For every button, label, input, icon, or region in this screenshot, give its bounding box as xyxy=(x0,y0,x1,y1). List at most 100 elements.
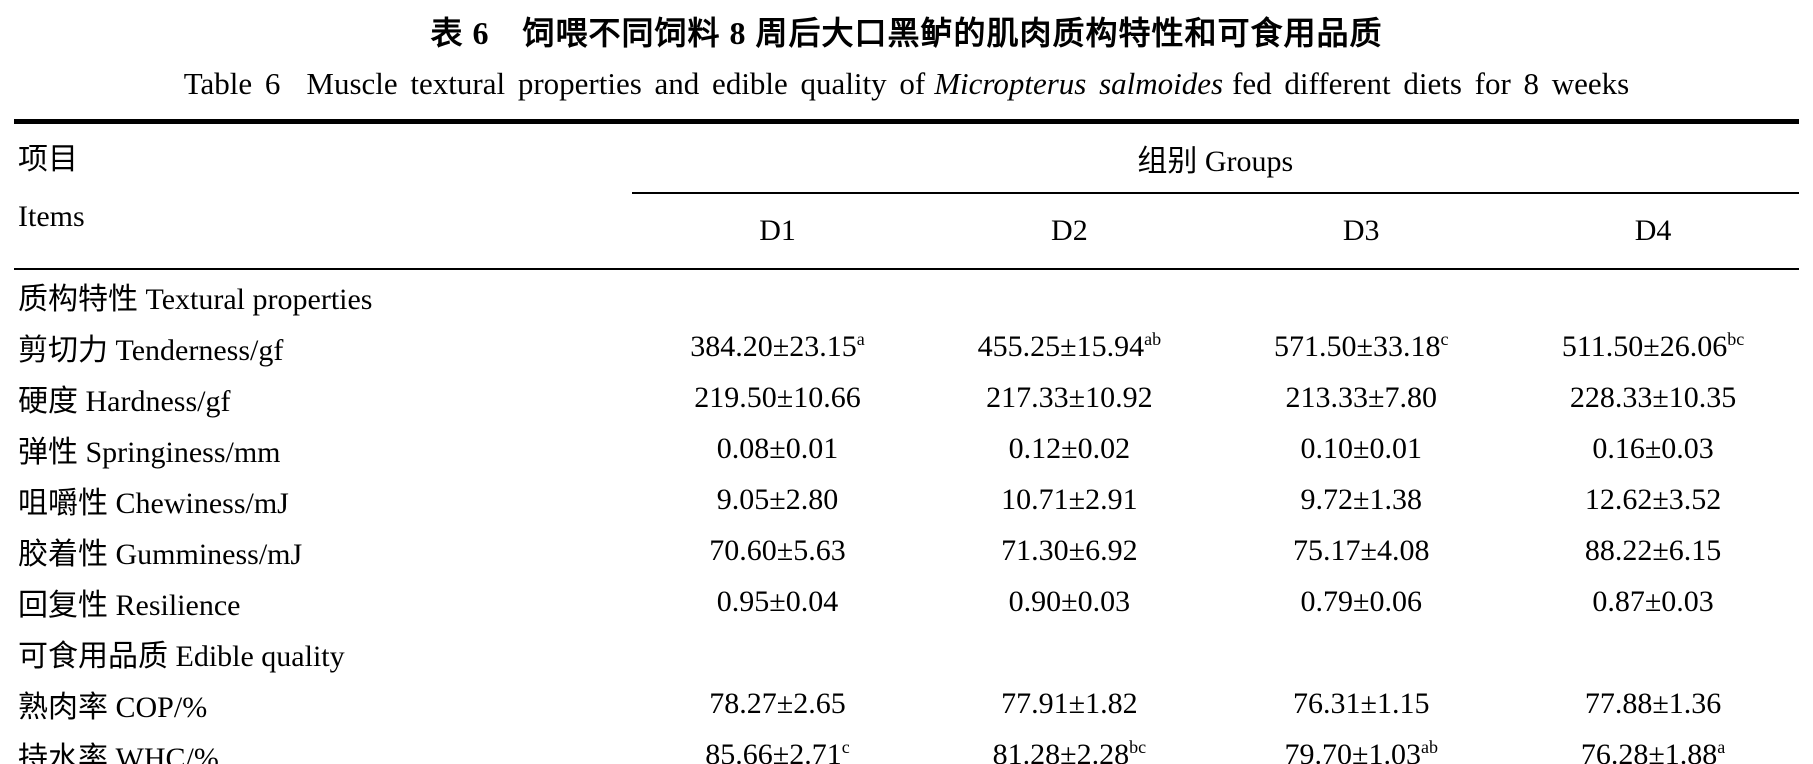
value-text: 219.50±10.66 xyxy=(694,380,861,414)
table-row: 剪切力 Tenderness/gf 384.20±23.15a 455.25±1… xyxy=(14,321,1799,372)
value-text: 0.10±0.01 xyxy=(1300,431,1422,465)
value-text: 78.27±2.65 xyxy=(709,686,846,720)
table-caption-zh: 表 6 饲喂不同饲料 8 周后大口黑鲈的肌肉质构特性和可食用品质 xyxy=(430,15,1383,51)
value-text: 76.28±1.88 xyxy=(1580,737,1718,764)
value-cell: 76.31±1.15 xyxy=(1215,678,1507,729)
row-label: 硬度 Hardness/gf xyxy=(18,384,231,418)
table-row: 硬度 Hardness/gf 219.50±10.66 217.33±10.92… xyxy=(14,372,1799,423)
significance-superscript: c xyxy=(841,736,850,757)
section-label: 质构特性 Textural properties xyxy=(18,282,373,316)
row-label: 剪切力 Tenderness/gf xyxy=(18,333,284,367)
value-cell: 75.17±4.08 xyxy=(1215,525,1507,576)
row-label: 胶着性 Gumminess/mJ xyxy=(18,537,303,571)
value-text: 0.16±0.03 xyxy=(1592,431,1714,465)
value-cell: 85.66±2.71c xyxy=(632,729,924,764)
section-label: 可食用品质 Edible quality xyxy=(18,639,345,673)
value-text: 217.33±10.92 xyxy=(986,380,1153,414)
significance-superscript: ab xyxy=(1144,328,1162,349)
value-text: 9.05±2.80 xyxy=(716,482,839,516)
items-label-en: Items xyxy=(18,200,85,233)
section-row: 质构特性 Textural properties xyxy=(14,269,1799,321)
value-cell: 78.27±2.65 xyxy=(632,678,924,729)
header-row-diets: D1 D2 D3 D4 xyxy=(14,192,1799,271)
value-text: 384.20±23.15 xyxy=(690,329,857,363)
value-cell: 79.70±1.03ab xyxy=(1215,729,1507,764)
value-cell: 12.62±3.52 xyxy=(1507,474,1799,525)
col-header-d3: D3 xyxy=(1215,192,1508,271)
value-cell: 9.05±2.80 xyxy=(632,474,924,525)
value-text: 70.60±5.63 xyxy=(709,533,846,567)
table-row: 持水率 WHC/% 85.66±2.71c 81.28±2.28bc 79.70… xyxy=(14,729,1799,764)
col-header-d2: D2 xyxy=(923,192,1216,271)
data-table: 项目 Items 组别 Groups D1 D2 D3 D4 质构特性 Text… xyxy=(14,119,1799,764)
value-cell: 9.72±1.38 xyxy=(1215,474,1507,525)
value-cell: 76.28±1.88a xyxy=(1507,729,1799,764)
value-cell: 219.50±10.66 xyxy=(632,372,924,423)
value-text: 88.22±6.15 xyxy=(1584,533,1722,567)
value-cell: 81.28±2.28bc xyxy=(923,729,1215,764)
row-label: 持水率 WHC/% xyxy=(18,741,219,764)
value-text: 9.72±1.38 xyxy=(1300,482,1422,516)
value-text: 228.33±10.35 xyxy=(1569,380,1737,414)
value-text: 0.90±0.03 xyxy=(1008,584,1131,618)
value-text: 0.95±0.04 xyxy=(716,584,839,618)
value-text: 77.91±1.82 xyxy=(1001,686,1138,720)
table-row: 弹性 Springiness/mm 0.08±0.01 0.12±0.02 0.… xyxy=(14,423,1799,474)
species-name: Micropterus salmoides xyxy=(934,66,1224,101)
header-row-groups: 项目 Items 组别 Groups xyxy=(14,121,1799,270)
caption-en-suffix: fed different diets for 8 weeks xyxy=(1232,66,1630,101)
value-text: 12.62±3.52 xyxy=(1584,482,1722,516)
value-text: 75.17±4.08 xyxy=(1292,533,1430,567)
significance-superscript: bc xyxy=(1129,736,1147,757)
significance-superscript: a xyxy=(856,328,865,349)
caption-en-prefix: Muscle textural properties and edible qu… xyxy=(306,66,926,101)
items-header-cell: 项目 Items xyxy=(14,121,632,270)
value-cell: 70.60±5.63 xyxy=(632,525,924,576)
value-cell: 0.10±0.01 xyxy=(1215,423,1507,474)
table-caption-en: Table 6 Muscle textural properties and ed… xyxy=(0,66,1813,102)
value-cell: 77.91±1.82 xyxy=(923,678,1215,729)
col-header-d1: D1 xyxy=(631,192,924,271)
value-cell: 228.33±10.35 xyxy=(1507,372,1799,423)
significance-superscript: ab xyxy=(1420,736,1438,757)
value-text: 0.08±0.01 xyxy=(716,431,839,465)
table-row: 胶着性 Gumminess/mJ 70.60±5.63 71.30±6.92 7… xyxy=(14,525,1799,576)
value-text: 0.79±0.06 xyxy=(1300,584,1422,618)
value-cell: 88.22±6.15 xyxy=(1507,525,1799,576)
value-text: 77.88±1.36 xyxy=(1584,686,1722,720)
value-text: 10.71±2.91 xyxy=(1001,482,1138,516)
table-row: 回复性 Resilience 0.95±0.04 0.90±0.03 0.79±… xyxy=(14,576,1799,627)
value-text: 571.50±33.18 xyxy=(1273,329,1441,363)
table-row: 熟肉率 COP/% 78.27±2.65 77.91±1.82 76.31±1.… xyxy=(14,678,1799,729)
value-text: 85.66±2.71 xyxy=(705,737,842,764)
value-cell: 217.33±10.92 xyxy=(923,372,1215,423)
row-label: 咀嚼性 Chewiness/mJ xyxy=(18,486,289,520)
row-label: 弹性 Springiness/mm xyxy=(18,435,281,469)
value-cell: 0.87±0.03 xyxy=(1507,576,1799,627)
value-text: 213.33±7.80 xyxy=(1285,380,1437,414)
value-cell: 0.95±0.04 xyxy=(632,576,924,627)
row-label: 回复性 Resilience xyxy=(18,588,241,622)
value-cell: 213.33±7.80 xyxy=(1215,372,1507,423)
value-cell: 0.79±0.06 xyxy=(1215,576,1507,627)
value-cell: 0.12±0.02 xyxy=(923,423,1215,474)
value-text: 71.30±6.92 xyxy=(1001,533,1138,567)
value-cell: 77.88±1.36 xyxy=(1507,678,1799,729)
value-cell: 0.08±0.01 xyxy=(632,423,924,474)
value-text: 0.12±0.02 xyxy=(1008,431,1131,465)
value-cell: 0.90±0.03 xyxy=(923,576,1215,627)
value-text: 81.28±2.28 xyxy=(992,737,1130,764)
value-cell: 0.16±0.03 xyxy=(1507,423,1799,474)
items-label-zh: 项目 xyxy=(18,143,78,176)
col-header-d4: D4 xyxy=(1507,192,1799,271)
section-row: 可食用品质 Edible quality xyxy=(14,627,1799,678)
value-text: 455.25±15.94 xyxy=(977,329,1145,363)
value-text: 0.87±0.03 xyxy=(1592,584,1714,618)
value-text: 76.31±1.15 xyxy=(1292,686,1430,720)
value-cell: 384.20±23.15a xyxy=(632,321,924,372)
value-cell: 571.50±33.18c xyxy=(1215,321,1507,372)
groups-header-cell: 组别 Groups xyxy=(631,121,1799,194)
table-number-en: Table 6 xyxy=(183,66,281,101)
significance-superscript: bc xyxy=(1727,328,1745,349)
